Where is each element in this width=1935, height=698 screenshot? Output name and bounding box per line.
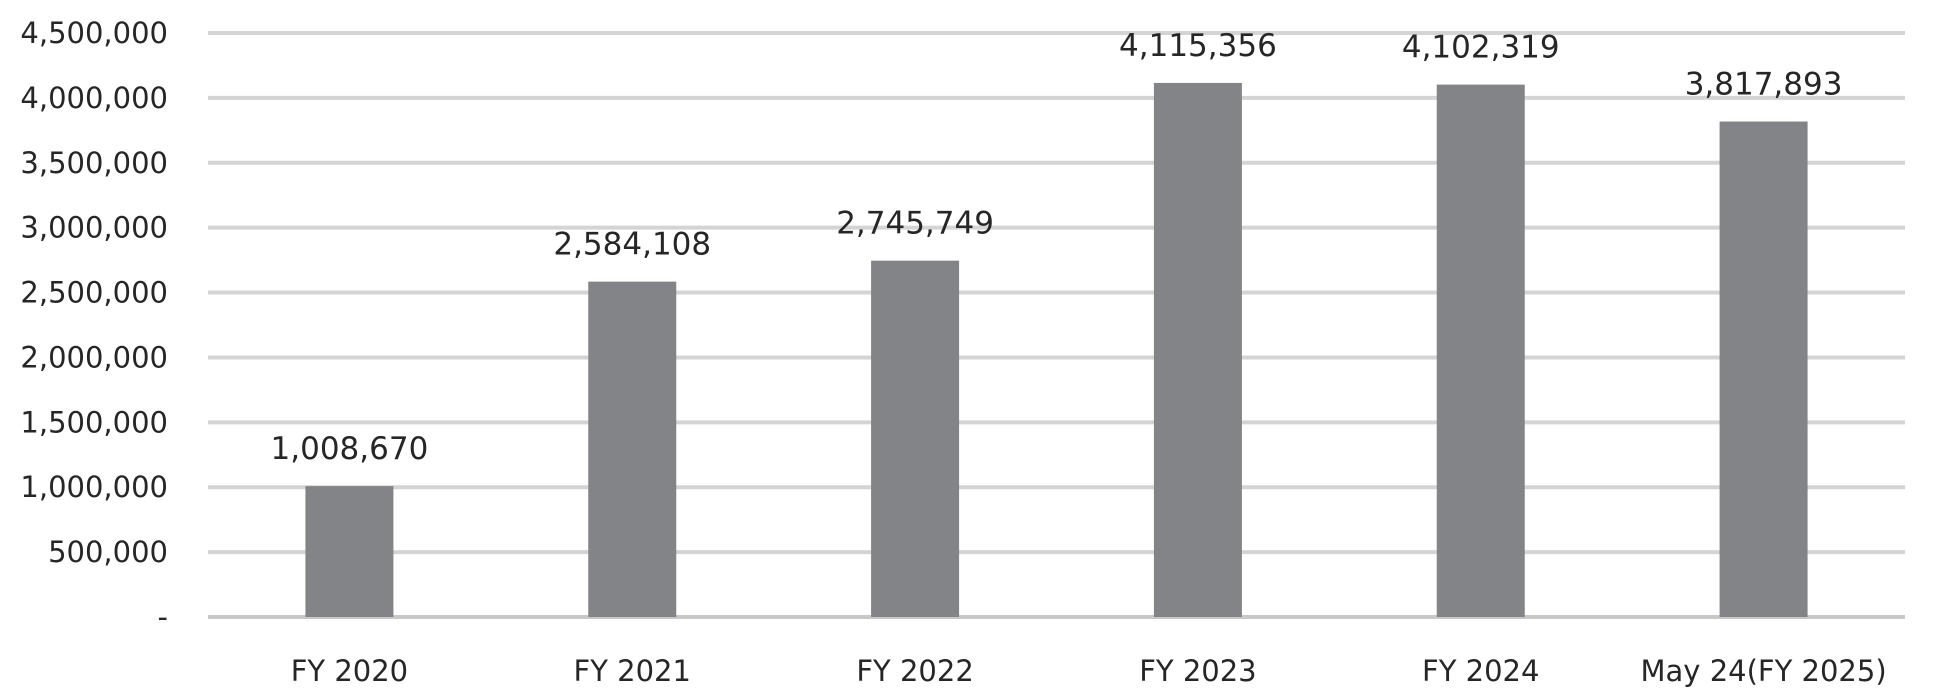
- y-tick-label: 500,000: [48, 535, 168, 569]
- data-label: 4,102,319: [1402, 30, 1560, 66]
- data-labels: 1,008,670 2,584,108 2,745,749 4,115,356 4,10…: [271, 28, 1843, 467]
- y-tick-label: 2,000,000: [20, 340, 168, 374]
- category-label: FY 2022: [856, 654, 973, 688]
- data-label: 3,817,893: [1685, 67, 1843, 103]
- bar-may-24-fy-2025: [1719, 121, 1808, 617]
- y-tick-label: 3,000,000: [20, 211, 168, 245]
- category-label: FY 2020: [291, 654, 408, 688]
- y-tick-label: 3,500,000: [20, 146, 168, 180]
- y-tick-label: 2,500,000: [20, 276, 168, 310]
- gridlines: [208, 31, 1905, 619]
- bar-fy-2022: [871, 260, 960, 617]
- y-tick-label: -: [158, 600, 168, 634]
- category-label: FY 2021: [574, 654, 691, 688]
- data-label: 2,745,749: [836, 206, 994, 242]
- y-axis-ticks: - 500,000 1,000,000 1,500,000 2,000,000 2,500…: [20, 16, 168, 634]
- category-label: May 24(FY 2025): [1641, 654, 1887, 688]
- data-label: 1,008,670: [271, 431, 429, 467]
- category-label: FY 2024: [1422, 654, 1539, 688]
- data-label: 2,584,108: [553, 227, 711, 263]
- bar-fy-2024: [1436, 84, 1525, 617]
- y-tick-label: 1,500,000: [20, 405, 168, 439]
- y-tick-label: 4,000,000: [20, 81, 168, 115]
- y-tick-label: 1,000,000: [20, 470, 168, 504]
- bar-fy-2021: [588, 281, 677, 617]
- bar-fy-2023: [1153, 82, 1242, 618]
- category-label: FY 2023: [1139, 654, 1256, 688]
- data-label: 4,115,356: [1119, 28, 1277, 64]
- y-tick-label: 4,500,000: [20, 16, 168, 50]
- bars: [305, 82, 1808, 618]
- bar-fy-2020: [305, 486, 394, 617]
- category-labels: FY 2020 FY 2021 FY 2022 FY 2023 FY 2024 May 2…: [291, 654, 1887, 688]
